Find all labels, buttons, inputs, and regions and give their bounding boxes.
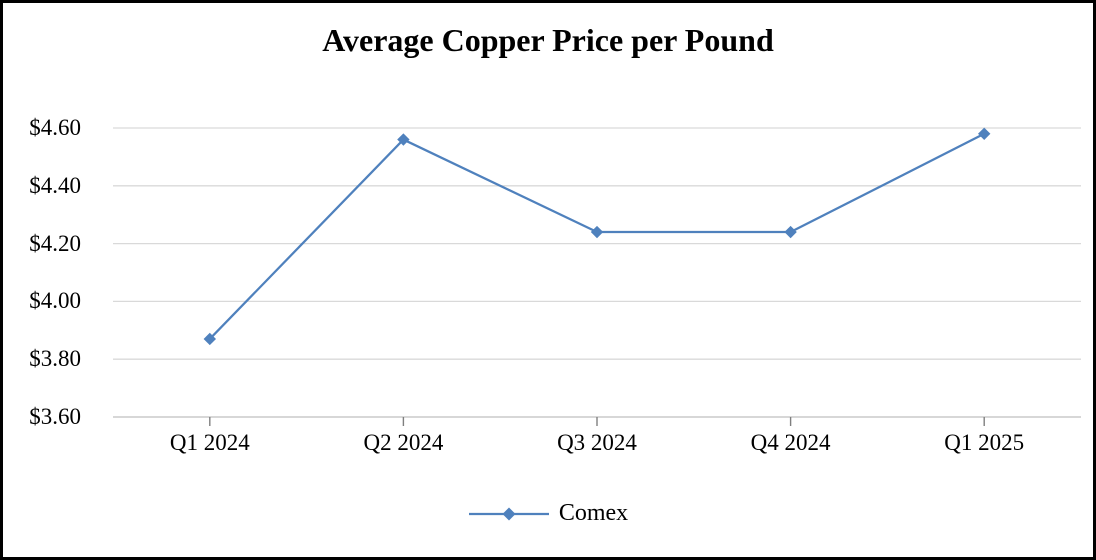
y-axis-tick-label: $3.80	[29, 346, 81, 372]
x-axis-tick-label: Q1 2025	[944, 430, 1025, 455]
y-axis-tick-label: $4.20	[29, 230, 81, 256]
x-axis-tick-label: Q3 2024	[557, 430, 637, 455]
x-axis-tick-label: Q2 2024	[363, 430, 444, 455]
plot-area	[113, 127, 1081, 426]
legend: Comex	[3, 500, 1093, 527]
legend-series-marker-icon	[468, 507, 549, 520]
x-axis-tick-label: Q1 2024	[169, 430, 250, 455]
chart-title: Average Copper Price per Pound	[322, 22, 774, 58]
x-axis-tick-label: Q4 2024	[750, 430, 831, 455]
y-axis-tick-label: $4.00	[29, 288, 81, 314]
legend-label: Comex	[558, 500, 629, 526]
y-axis-tick-label: $3.60	[29, 404, 81, 429]
y-axis-tick-label: $4.40	[29, 172, 81, 198]
y-axis-tick-label: $4.60	[29, 115, 81, 140]
